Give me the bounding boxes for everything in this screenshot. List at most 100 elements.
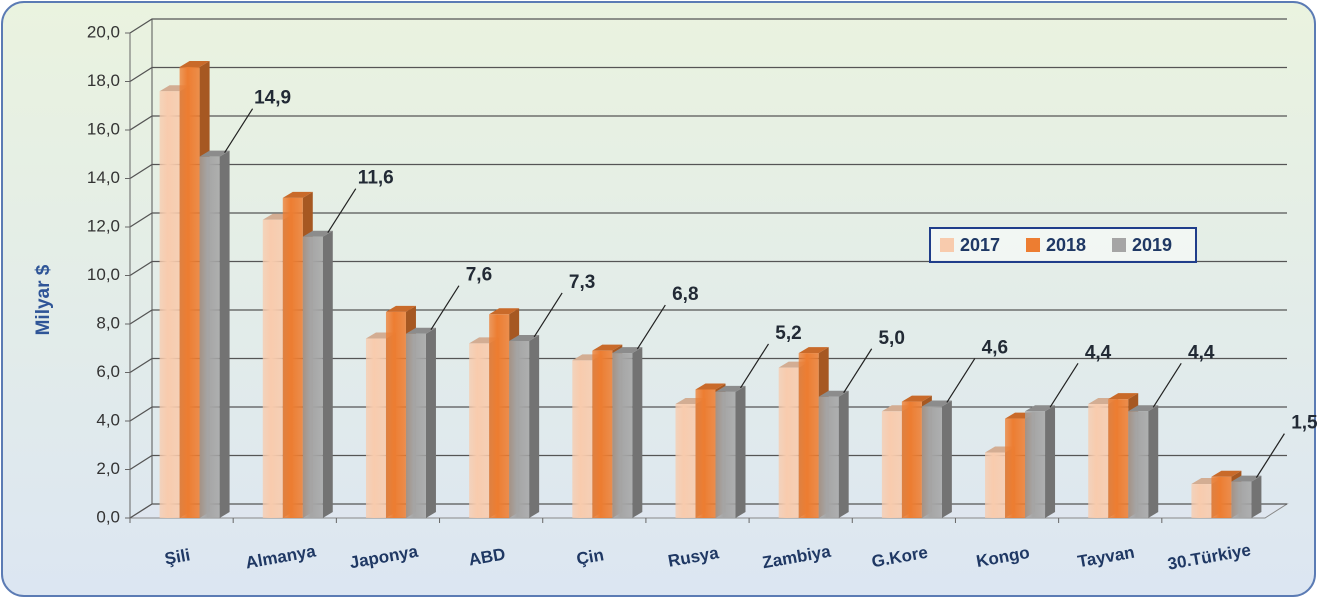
bar-top — [1211, 470, 1242, 477]
bar-top — [695, 383, 726, 390]
bar — [199, 156, 220, 519]
leader-line — [224, 108, 254, 153]
leader-line — [430, 285, 460, 331]
bar — [159, 91, 180, 518]
bar — [675, 404, 696, 518]
bar — [1025, 411, 1046, 518]
y-tick-label: 0,0 — [96, 507, 120, 526]
bar — [921, 406, 942, 518]
bar — [385, 311, 406, 518]
y-tick-label: 6,0 — [96, 362, 120, 381]
bar — [1005, 418, 1026, 518]
value-label: 4,4 — [1085, 342, 1112, 363]
y-tick-label: 10,0 — [87, 265, 120, 284]
bar — [592, 350, 613, 518]
legend-label: 2018 — [1046, 235, 1086, 255]
bar — [282, 197, 303, 518]
bar — [1108, 399, 1129, 518]
bar — [778, 367, 799, 518]
bar — [365, 338, 386, 518]
bar-side — [529, 334, 540, 518]
bar-side — [1148, 405, 1159, 518]
value-label: 6,8 — [672, 284, 698, 305]
legend-box — [929, 227, 1197, 263]
bar — [798, 353, 819, 518]
bar-side — [632, 347, 643, 518]
bar — [715, 391, 736, 518]
value-label: 1,5 — [1291, 413, 1318, 434]
bar-top — [1025, 405, 1056, 412]
bar — [179, 66, 200, 518]
y-tick-label: 16,0 — [87, 119, 120, 138]
legend-swatch — [1112, 238, 1126, 252]
value-label: 7,6 — [466, 265, 492, 286]
bar-top — [199, 150, 230, 157]
legend-swatch — [1026, 238, 1040, 252]
leader-line — [533, 292, 563, 338]
bar — [1191, 484, 1212, 518]
bar — [1128, 411, 1149, 518]
value-label: 4,4 — [1188, 342, 1215, 363]
bar-top — [921, 400, 952, 407]
leader-line — [946, 358, 976, 403]
value-label: 5,2 — [775, 323, 801, 344]
value-label: 5,0 — [878, 328, 904, 349]
bar-side — [838, 390, 849, 518]
bar-top — [302, 230, 333, 237]
bar — [489, 314, 510, 518]
bar-top — [901, 395, 932, 402]
y-tick-label: 8,0 — [96, 313, 120, 332]
bar — [1088, 404, 1109, 518]
bar-side — [735, 385, 746, 518]
bar — [572, 360, 593, 518]
y-tick-label: 2,0 — [96, 459, 120, 478]
leader-line — [636, 304, 666, 350]
bar-top — [1128, 405, 1159, 412]
bar-top — [818, 390, 849, 397]
bar — [612, 353, 633, 518]
bar — [985, 452, 1006, 518]
bar-top — [612, 347, 643, 354]
leader-line — [327, 188, 357, 234]
bar-top — [489, 308, 520, 315]
value-label: 7,3 — [569, 272, 595, 293]
bar — [1231, 481, 1252, 518]
y-tick-label: 20,0 — [87, 22, 120, 41]
x-tick-label: Şili — [163, 545, 191, 568]
bar-top — [1231, 475, 1262, 482]
leader-line — [1049, 362, 1079, 408]
bar-side — [941, 400, 952, 518]
bar-top — [592, 344, 623, 351]
bar-top — [385, 305, 416, 312]
bar-top — [1108, 393, 1139, 400]
y-tick-label: 12,0 — [87, 216, 120, 235]
value-label: 4,6 — [982, 337, 1008, 358]
bar — [818, 396, 839, 518]
legend-label: 2019 — [1132, 235, 1172, 255]
value-label: 14,9 — [254, 88, 291, 109]
leader-line — [843, 348, 873, 394]
leader-line — [1255, 433, 1285, 478]
bar-top — [405, 327, 436, 334]
value-label: 11,6 — [358, 168, 394, 189]
bar-top — [798, 347, 829, 354]
legend-swatch — [940, 238, 954, 252]
bar — [469, 343, 490, 518]
bar — [302, 236, 323, 518]
bar — [262, 219, 283, 518]
bar — [901, 401, 922, 518]
bar — [405, 333, 426, 518]
bar-side — [322, 230, 333, 518]
bar — [881, 411, 902, 518]
y-tick-label: 4,0 — [96, 410, 120, 429]
x-tick-label: Çin — [575, 545, 605, 568]
bar — [509, 340, 530, 518]
y-tick-label: 14,0 — [87, 168, 120, 187]
bar-top — [282, 191, 313, 198]
y-tick-label: 18,0 — [87, 71, 120, 90]
bar — [695, 389, 716, 518]
legend-label: 2017 — [960, 235, 1000, 255]
bar-side — [1251, 475, 1262, 518]
leader-line — [739, 343, 770, 389]
